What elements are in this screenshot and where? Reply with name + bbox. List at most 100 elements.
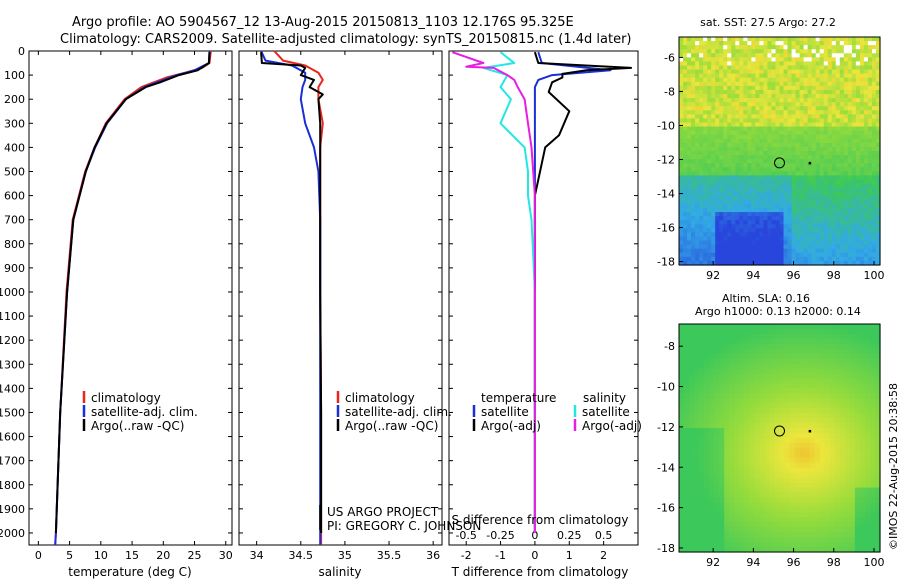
- map-cell: [754, 353, 761, 360]
- map-cell: [779, 134, 785, 140]
- map-cell: [755, 167, 760, 172]
- map-cell: [863, 212, 869, 217]
- map-cell: [844, 462, 851, 469]
- map-cell: [699, 216, 704, 221]
- map-cell: [809, 492, 816, 499]
- map-cell: [739, 492, 745, 499]
- map-cell: [834, 522, 841, 528]
- map-cell: [794, 527, 801, 533]
- map-cell: [689, 507, 695, 513]
- map-cell: [863, 146, 869, 152]
- map-cell: [867, 244, 873, 250]
- map-cell: [679, 353, 685, 360]
- map-cell: [703, 216, 708, 221]
- map-cell: [789, 438, 796, 444]
- map-cell: [827, 126, 833, 132]
- map-cell: [683, 102, 688, 107]
- map-cell: [829, 472, 836, 479]
- map-cell: [704, 527, 710, 533]
- map-cell: [839, 224, 845, 229]
- map-cell: [799, 114, 805, 120]
- map-cell: [823, 106, 829, 111]
- map-cell: [769, 532, 776, 538]
- map-cell: [864, 452, 871, 459]
- map-cell: [684, 512, 690, 518]
- map-cell: [839, 252, 845, 258]
- map-cell: [679, 114, 684, 120]
- map-cell: [804, 537, 811, 543]
- map-cell: [739, 517, 745, 523]
- map-cell: [719, 73, 724, 79]
- map-cell: [804, 527, 811, 533]
- map-cell: [727, 260, 732, 266]
- map-cell: [864, 378, 871, 385]
- map-cell: [749, 502, 755, 508]
- map-cell: [694, 542, 700, 548]
- map-cell: [874, 333, 881, 340]
- map-cell: [819, 126, 825, 132]
- map-cell: [839, 134, 845, 140]
- map-cell: [831, 248, 837, 254]
- map-cell: [683, 130, 688, 136]
- map-cell: [791, 130, 797, 136]
- map-cell: [824, 438, 831, 444]
- map-cell: [694, 408, 700, 414]
- map-cell: [707, 212, 712, 217]
- map-cell: [735, 114, 740, 120]
- map-cell: [835, 159, 841, 164]
- map-cell: [849, 452, 856, 459]
- map-cell: [803, 240, 809, 246]
- map-cell: [779, 256, 785, 262]
- map-cell: [739, 507, 745, 513]
- map-cell: [864, 447, 871, 454]
- map-cell: [775, 122, 781, 128]
- map-cell: [829, 348, 836, 355]
- map-cell: [747, 77, 752, 83]
- map-cell: [763, 69, 769, 75]
- map-cell: [771, 77, 777, 83]
- map-cell: [694, 482, 700, 489]
- map-cell: [754, 373, 761, 380]
- map-cell: [811, 175, 817, 181]
- map-cell: [719, 110, 724, 115]
- map-cell: [749, 413, 755, 419]
- map-cell: [709, 497, 715, 504]
- map-cell: [719, 37, 724, 42]
- map-cell: [791, 110, 797, 115]
- map-cell: [779, 94, 785, 99]
- map-cell: [809, 348, 816, 355]
- map-cell: [694, 388, 700, 394]
- map-cell: [851, 134, 857, 140]
- map-cell: [787, 260, 793, 266]
- map-cell: [689, 348, 695, 355]
- map-cell: [691, 142, 696, 148]
- map-cell: [831, 155, 837, 160]
- map-cell: [751, 37, 756, 42]
- map-cell: [811, 69, 817, 75]
- map-cell: [791, 216, 797, 221]
- map-cell: [734, 378, 740, 385]
- map-cell: [775, 61, 781, 67]
- map-cell: [875, 175, 881, 181]
- map-cell: [875, 69, 881, 75]
- map-cell: [744, 324, 750, 330]
- map-cell: [707, 159, 712, 164]
- map-cell: [874, 537, 881, 543]
- map-cell: [703, 94, 708, 99]
- map-cell: [764, 373, 771, 380]
- map-cell: [854, 438, 861, 444]
- map-cell: [747, 208, 752, 213]
- map-cell: [743, 65, 748, 71]
- map-cell: [687, 183, 692, 189]
- map-cell: [849, 398, 856, 404]
- map-cell: [679, 224, 684, 229]
- map-cell: [763, 142, 769, 148]
- map-cell: [784, 542, 791, 548]
- map-cell: [779, 142, 785, 148]
- map-cell: [691, 240, 696, 246]
- map-cell: [804, 532, 811, 538]
- map-cell: [835, 53, 841, 58]
- map-cell: [689, 383, 695, 390]
- map-cell: [724, 358, 730, 365]
- map-cell: [767, 142, 773, 148]
